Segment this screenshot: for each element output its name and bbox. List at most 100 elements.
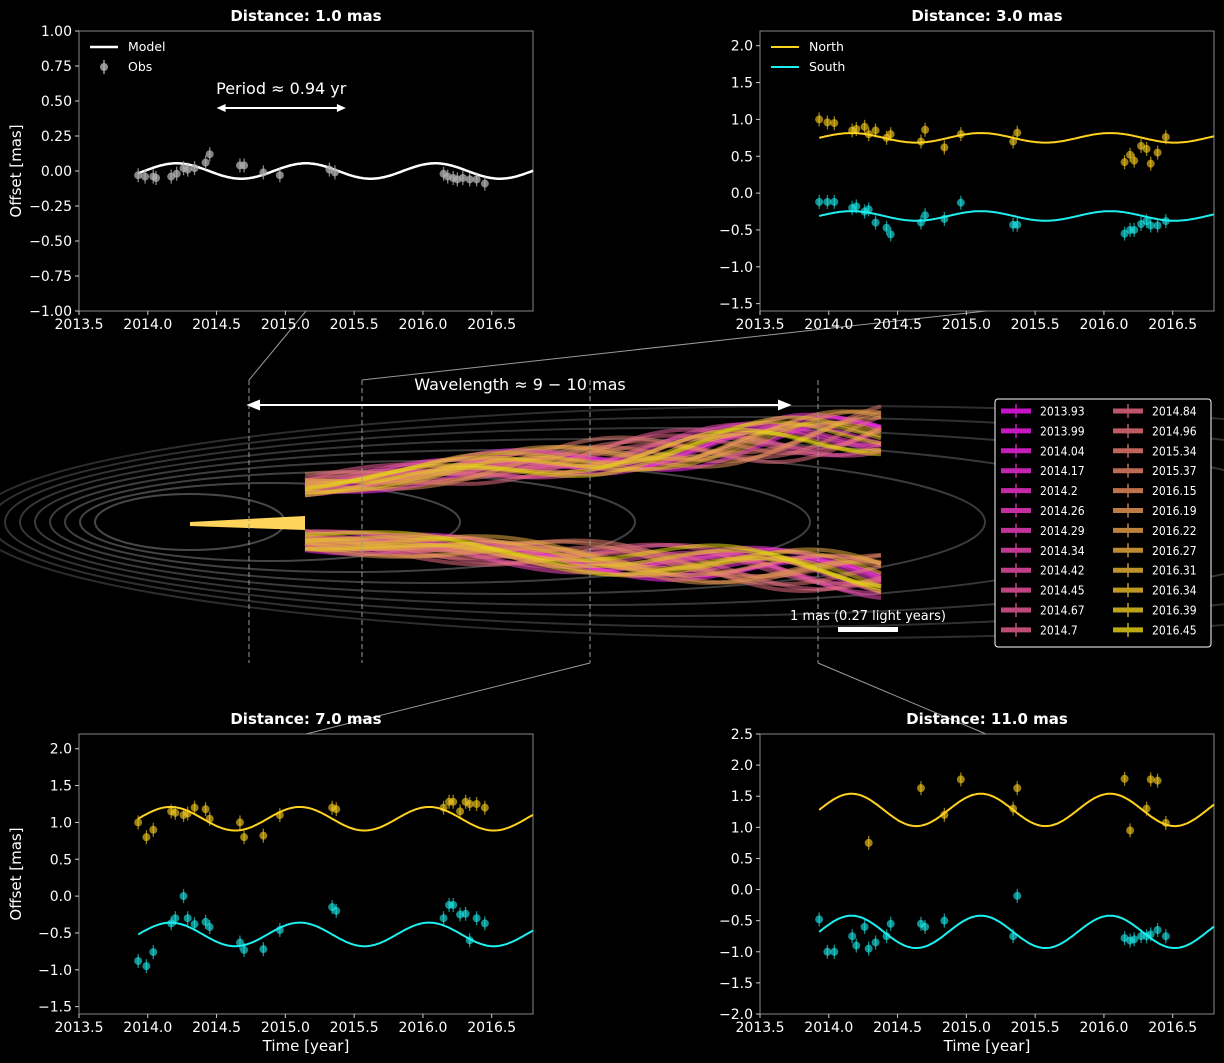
period-arrow-head	[216, 104, 226, 112]
south-point	[882, 932, 891, 941]
north-point	[956, 775, 965, 784]
x-tick-label: 2016.5	[1148, 317, 1197, 333]
south-point	[171, 914, 180, 923]
south-point	[815, 197, 824, 206]
north-point	[1142, 804, 1151, 813]
y-tick-label: 0.0	[731, 883, 753, 899]
legend-north-label: North	[809, 39, 844, 54]
south-point	[449, 900, 458, 909]
south-point	[940, 916, 949, 925]
south-point	[815, 915, 824, 924]
south-point	[823, 197, 832, 206]
y-tick-label: −1.00	[29, 304, 72, 320]
north-point	[830, 119, 839, 128]
x-tick-label: 2015.5	[330, 317, 379, 333]
x-tick-label: 2014.0	[123, 317, 172, 333]
y-tick-label: −1.5	[719, 297, 753, 313]
south-point	[1161, 217, 1170, 226]
y-tick-label: −0.5	[719, 914, 753, 930]
south-ridge-line	[304, 534, 882, 587]
north-point	[1146, 159, 1155, 168]
south-point	[916, 218, 925, 227]
scale-bar	[838, 627, 898, 632]
south-point	[864, 944, 873, 953]
south-point	[871, 218, 880, 227]
connector-3mas	[361, 310, 987, 381]
south-model-curve	[819, 210, 1215, 222]
legend-obs-swatch	[100, 63, 108, 71]
north-point	[916, 137, 925, 146]
jet-core	[190, 516, 305, 530]
wavelength-arrow	[246, 399, 792, 411]
south-point	[830, 197, 839, 206]
north-point	[1120, 158, 1129, 167]
obs-point	[259, 168, 268, 177]
x-tick-label: 2016.5	[467, 1020, 516, 1036]
y-tick-label: 2.0	[731, 39, 753, 55]
north-point	[815, 115, 824, 124]
y-axis-label: Offset [mas]	[7, 827, 25, 920]
panel-11mas: Distance: 11.0 mas 2013.5 2014.0 2014.5 2015…	[719, 710, 1215, 1055]
y-tick-label: 1.5	[731, 789, 753, 805]
epoch-legend-label: 2014.42	[1040, 564, 1085, 578]
epoch-legend-label: 2014.67	[1040, 604, 1085, 618]
epoch-legend-label: 2014.29	[1040, 524, 1085, 538]
y-tick-label: −0.5	[719, 223, 753, 239]
x-tick-label: 2013.5	[736, 1020, 785, 1036]
north-point	[1013, 128, 1022, 137]
north-point	[852, 125, 861, 133]
x-tick-label: 2014.5	[192, 317, 241, 333]
north-point	[171, 808, 180, 817]
north-point	[1120, 774, 1129, 783]
obs-point	[134, 171, 143, 180]
obs-point	[205, 150, 214, 159]
y-tick-label: 0.5	[731, 851, 753, 867]
south-point	[871, 938, 880, 947]
obs-point	[330, 168, 339, 177]
scale-bar-label: 1 mas (0.27 light years)	[790, 609, 946, 624]
epoch-legend-label: 2014.17	[1040, 464, 1085, 478]
x-tick-label: 2014.5	[873, 1020, 922, 1036]
obs-point	[240, 161, 249, 170]
north-point	[332, 805, 341, 814]
south-point	[921, 211, 930, 220]
north-point	[142, 833, 151, 842]
north-point	[860, 122, 869, 131]
x-tick-label: 2015.0	[942, 1020, 991, 1036]
south-ridge-line	[304, 530, 882, 589]
panel-title: Distance: 7.0 mas	[230, 710, 381, 728]
south-point	[235, 938, 244, 947]
north-point	[201, 805, 210, 814]
epoch-legend-label: 2016.31	[1152, 564, 1197, 578]
x-tick-label: 2014.0	[123, 1020, 172, 1036]
north-point	[449, 797, 458, 806]
panel-title: Distance: 11.0 mas	[906, 710, 1068, 728]
y-axis-label: Offset [mas]	[7, 124, 25, 217]
y-tick-label: 0.25	[41, 129, 72, 145]
y-tick-label: 0.50	[41, 94, 72, 110]
guide-lines	[248, 310, 987, 735]
y-tick-label: 1.00	[41, 24, 72, 40]
south-point	[1009, 932, 1018, 941]
y-tick-label: 2.0	[50, 742, 72, 758]
y-tick-label: 0.75	[41, 59, 72, 75]
period-annotation: Period ≈ 0.94 yr	[216, 79, 347, 98]
north-point	[1161, 133, 1170, 142]
panel-3mas: Distance: 3.0 mas 2013.5 2014.0 2014.5 2015.…	[719, 7, 1215, 333]
south-point	[1130, 225, 1139, 234]
north-point	[456, 807, 465, 816]
south-point	[1146, 221, 1155, 230]
x-tick-label: 2016.0	[398, 1020, 447, 1036]
south-point	[134, 956, 143, 965]
epoch-legend-label: 2014.2	[1040, 484, 1078, 498]
south-point	[823, 947, 832, 956]
epoch-legend: 2013.93 2013.99 2014.04 2014.17 2014.2 2014.2…	[994, 398, 1212, 648]
x-tick-label: 2016.0	[398, 317, 447, 333]
x-tick-label: 2016.5	[467, 317, 516, 333]
y-tick-label: 1.5	[50, 779, 72, 795]
contour-line	[79, 482, 461, 562]
north-point	[1142, 144, 1151, 153]
north-point	[956, 130, 965, 139]
contour-line	[4, 427, 1224, 617]
